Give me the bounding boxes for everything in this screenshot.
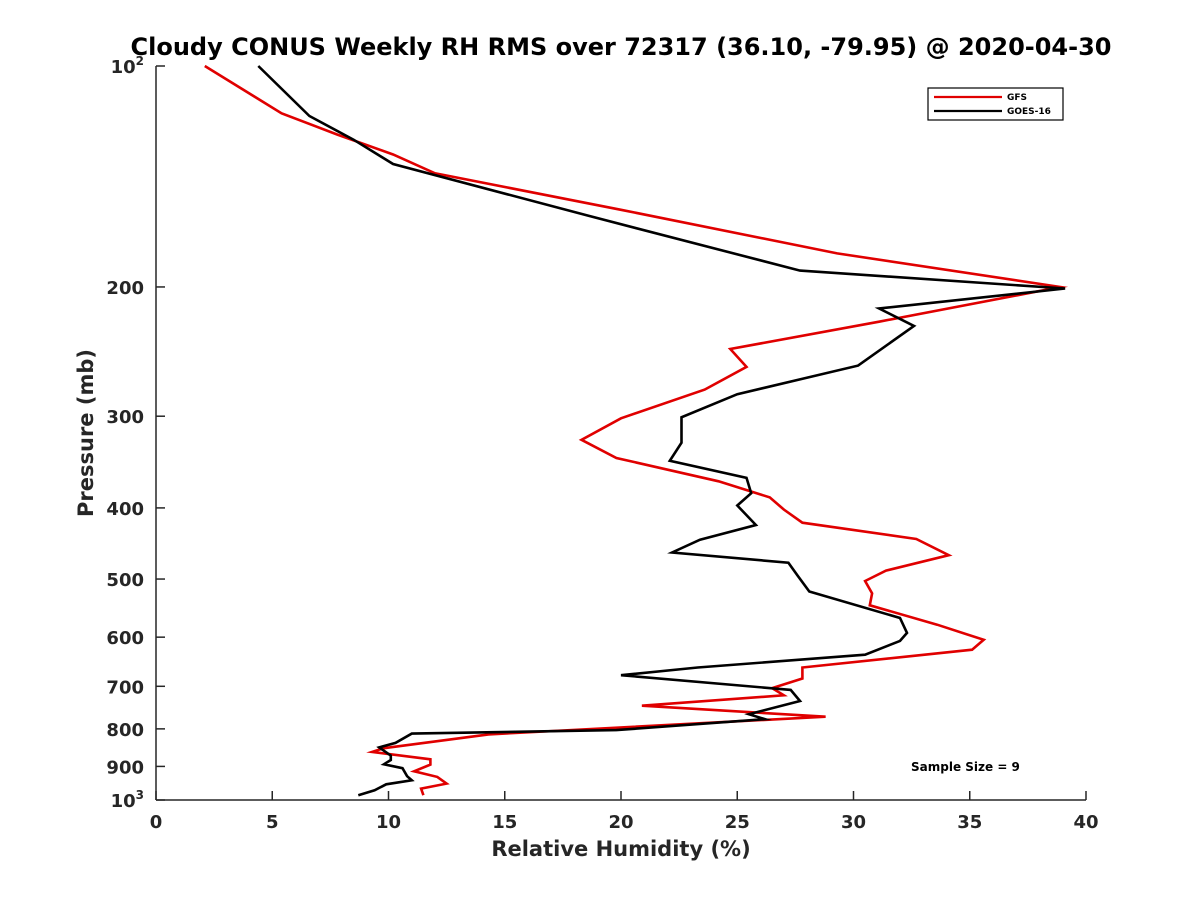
y-tick-label: 500 — [106, 570, 144, 591]
y-tick-label: 102 — [111, 54, 144, 78]
series-layer — [204, 64, 1069, 797]
y-tick-label: 800 — [106, 720, 144, 741]
x-tick-label: 0 — [150, 812, 163, 833]
x-tick-label: 25 — [725, 812, 750, 833]
chart-title: Cloudy CONUS Weekly RH RMS over 72317 (3… — [131, 33, 1112, 61]
sample-size-annotation: Sample Size = 9 — [911, 760, 1020, 774]
x-ticks: 0 5 10 15 20 25 30 35 40 — [150, 791, 1099, 833]
plot-area: 0 5 10 15 20 25 30 35 40 102 200 300 400 500 600 700 80… — [106, 54, 1098, 833]
x-tick-label: 5 — [266, 812, 279, 833]
y-tick-label: 400 — [106, 499, 144, 520]
y-tick-label: 103 — [111, 788, 144, 812]
x-axis-label: Relative Humidity (%) — [491, 837, 750, 861]
x-tick-label: 30 — [841, 812, 866, 833]
y-ticks: 102 200 300 400 500 600 700 800 900 103 — [106, 54, 165, 812]
y-axis-label: Pressure (mb) — [74, 349, 98, 517]
legend-box — [927, 87, 1064, 121]
y-tick-label: 900 — [106, 757, 144, 778]
x-tick-label: 15 — [492, 812, 517, 833]
x-tick-label: 40 — [1073, 812, 1098, 833]
x-tick-label: 35 — [957, 812, 982, 833]
y-tick-label: 300 — [106, 407, 144, 428]
y-tick-label: 700 — [106, 677, 144, 698]
y-tick-label: 200 — [106, 278, 144, 299]
x-tick-label: 10 — [376, 812, 401, 833]
legend-label-goes16: GOES-16 — [1007, 107, 1051, 117]
series-line-goes16 — [257, 65, 1066, 797]
x-tick-label: 20 — [608, 812, 633, 833]
y-tick-label: 600 — [106, 628, 144, 649]
legend: GFS GOES-16 — [927, 87, 1064, 121]
legend-label-gfs: GFS — [1007, 93, 1027, 103]
